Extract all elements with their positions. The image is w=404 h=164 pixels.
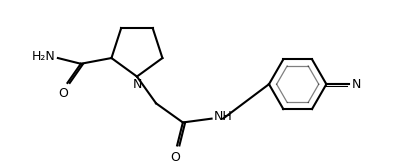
Text: O: O [170, 151, 180, 164]
Text: N: N [351, 78, 361, 91]
Text: O: O [59, 87, 69, 100]
Text: N: N [132, 78, 142, 92]
Text: NH: NH [213, 110, 232, 123]
Text: H₂N: H₂N [32, 50, 56, 63]
